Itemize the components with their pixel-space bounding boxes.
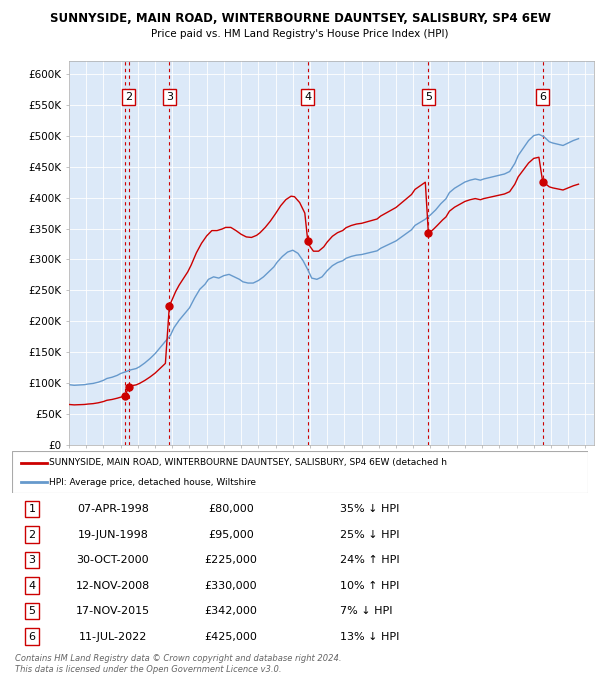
Text: 3: 3 — [166, 92, 173, 102]
Text: 13% ↓ HPI: 13% ↓ HPI — [340, 632, 400, 642]
Text: £425,000: £425,000 — [205, 632, 257, 642]
Text: 35% ↓ HPI: 35% ↓ HPI — [340, 504, 400, 514]
Text: HPI: Average price, detached house, Wiltshire: HPI: Average price, detached house, Wilt… — [49, 478, 256, 487]
Text: Price paid vs. HM Land Registry's House Price Index (HPI): Price paid vs. HM Land Registry's House … — [151, 29, 449, 39]
Text: 5: 5 — [425, 92, 432, 102]
Text: SUNNYSIDE, MAIN ROAD, WINTERBOURNE DAUNTSEY, SALISBURY, SP4 6EW: SUNNYSIDE, MAIN ROAD, WINTERBOURNE DAUNT… — [49, 12, 551, 25]
Text: 5: 5 — [29, 606, 35, 616]
Text: 19-JUN-1998: 19-JUN-1998 — [77, 530, 148, 540]
Text: 6: 6 — [29, 632, 35, 642]
Text: This data is licensed under the Open Government Licence v3.0.: This data is licensed under the Open Gov… — [15, 665, 281, 674]
Text: £342,000: £342,000 — [205, 606, 257, 616]
Text: 17-NOV-2015: 17-NOV-2015 — [76, 606, 150, 616]
Text: 11-JUL-2022: 11-JUL-2022 — [79, 632, 147, 642]
Text: £80,000: £80,000 — [208, 504, 254, 514]
Text: 2: 2 — [29, 530, 36, 540]
Text: 1: 1 — [29, 504, 35, 514]
Text: 24% ↑ HPI: 24% ↑ HPI — [340, 555, 400, 565]
Text: 7% ↓ HPI: 7% ↓ HPI — [340, 606, 393, 616]
Text: £330,000: £330,000 — [205, 581, 257, 591]
Text: 25% ↓ HPI: 25% ↓ HPI — [340, 530, 400, 540]
Text: £225,000: £225,000 — [205, 555, 257, 565]
Text: SUNNYSIDE, MAIN ROAD, WINTERBOURNE DAUNTSEY, SALISBURY, SP4 6EW (detached h: SUNNYSIDE, MAIN ROAD, WINTERBOURNE DAUNT… — [49, 458, 448, 467]
Text: 2: 2 — [125, 92, 132, 102]
Text: 3: 3 — [29, 555, 35, 565]
Text: 12-NOV-2008: 12-NOV-2008 — [76, 581, 150, 591]
Text: 4: 4 — [304, 92, 311, 102]
Text: 6: 6 — [539, 92, 546, 102]
Text: £95,000: £95,000 — [208, 530, 254, 540]
Text: 4: 4 — [29, 581, 36, 591]
Text: 30-OCT-2000: 30-OCT-2000 — [76, 555, 149, 565]
Text: 10% ↑ HPI: 10% ↑ HPI — [340, 581, 400, 591]
Text: Contains HM Land Registry data © Crown copyright and database right 2024.: Contains HM Land Registry data © Crown c… — [15, 654, 341, 663]
Text: 07-APR-1998: 07-APR-1998 — [77, 504, 149, 514]
